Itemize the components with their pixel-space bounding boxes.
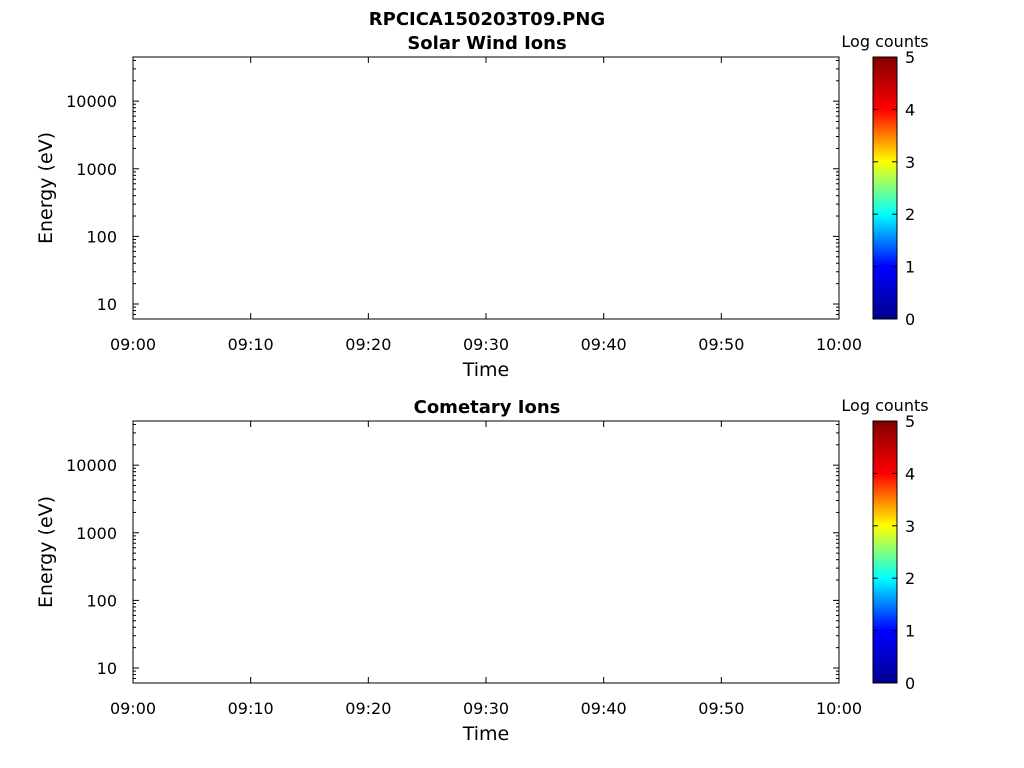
x-tick-label: 09:40 bbox=[581, 699, 627, 718]
y-tick-label: 100 bbox=[86, 227, 117, 246]
colorbar-tick-label: 4 bbox=[905, 464, 915, 483]
y-tick-label: 10 bbox=[97, 659, 117, 678]
x-tick-label: 09:10 bbox=[228, 699, 274, 718]
colorbar-gradient bbox=[872, 420, 898, 684]
x-tick-label: 10:00 bbox=[816, 335, 862, 354]
y-tick-label: 1000 bbox=[76, 524, 117, 543]
y-tick-label: 1000 bbox=[76, 160, 117, 179]
solar-wind-ions-panel: Solar Wind Ions 09:00 09:10 09:20 09:30 09:4… bbox=[35, 32, 929, 381]
x-tick-label: 09:30 bbox=[463, 335, 509, 354]
axis-ticks: 09:00 09:10 09:20 09:30 09:40 09:50 10:00 10 100… bbox=[66, 421, 862, 718]
axes-frame bbox=[132, 420, 840, 684]
x-tick-label: 09:10 bbox=[228, 335, 274, 354]
panel-title: Solar Wind Ions bbox=[407, 33, 566, 54]
y-axis-label: Energy (eV) bbox=[35, 496, 57, 608]
colorbar-tick-label: 5 bbox=[905, 412, 915, 431]
y-tick-label: 10000 bbox=[66, 456, 117, 475]
colorbar: 0 1 2 3 4 5 bbox=[872, 412, 915, 693]
x-tick-label: 09:20 bbox=[345, 699, 391, 718]
axis-ticks: 09:00 09:10 09:20 09:30 09:40 09:50 10:00 10 100… bbox=[66, 57, 862, 354]
x-axis-label: Time bbox=[462, 359, 510, 381]
colorbar-tick-label: 0 bbox=[905, 674, 915, 693]
panel-title: Cometary Ions bbox=[414, 397, 561, 418]
y-tick-label: 10000 bbox=[66, 92, 117, 111]
colorbar-label: Log counts bbox=[841, 396, 928, 415]
y-tick-label: 10 bbox=[97, 295, 117, 314]
x-tick-label: 10:00 bbox=[816, 699, 862, 718]
colorbar-gradient bbox=[872, 56, 898, 320]
colorbar-tick-label: 1 bbox=[905, 622, 915, 641]
x-tick-label: 09:50 bbox=[698, 335, 744, 354]
colorbar-tick-label: 4 bbox=[905, 100, 915, 119]
colorbar-tick-label: 3 bbox=[905, 517, 915, 536]
colorbar-label: Log counts bbox=[841, 32, 928, 51]
colorbar-tick-label: 0 bbox=[905, 310, 915, 329]
x-tick-label: 09:30 bbox=[463, 699, 509, 718]
y-tick-label: 100 bbox=[86, 591, 117, 610]
colorbar-tick-label: 1 bbox=[905, 258, 915, 277]
x-tick-label: 09:00 bbox=[110, 335, 156, 354]
colorbar-tick-label: 3 bbox=[905, 153, 915, 172]
cometary-ions-panel: Cometary Ions 09:00 09:10 09:20 09:30 09:40 0… bbox=[35, 396, 929, 745]
figure-title: RPCICA150203T09.PNG bbox=[369, 9, 605, 30]
colorbar-tick-label: 5 bbox=[905, 48, 915, 67]
colorbar: 0 1 2 3 4 5 bbox=[872, 48, 915, 329]
x-tick-label: 09:40 bbox=[581, 335, 627, 354]
axes-frame bbox=[132, 56, 840, 320]
colorbar-tick-label: 2 bbox=[905, 205, 915, 224]
colorbar-tick-label: 2 bbox=[905, 569, 915, 588]
x-tick-label: 09:20 bbox=[345, 335, 391, 354]
x-axis-label: Time bbox=[462, 723, 510, 745]
x-tick-label: 09:00 bbox=[110, 699, 156, 718]
x-tick-label: 09:50 bbox=[698, 699, 744, 718]
y-axis-label: Energy (eV) bbox=[35, 132, 57, 244]
